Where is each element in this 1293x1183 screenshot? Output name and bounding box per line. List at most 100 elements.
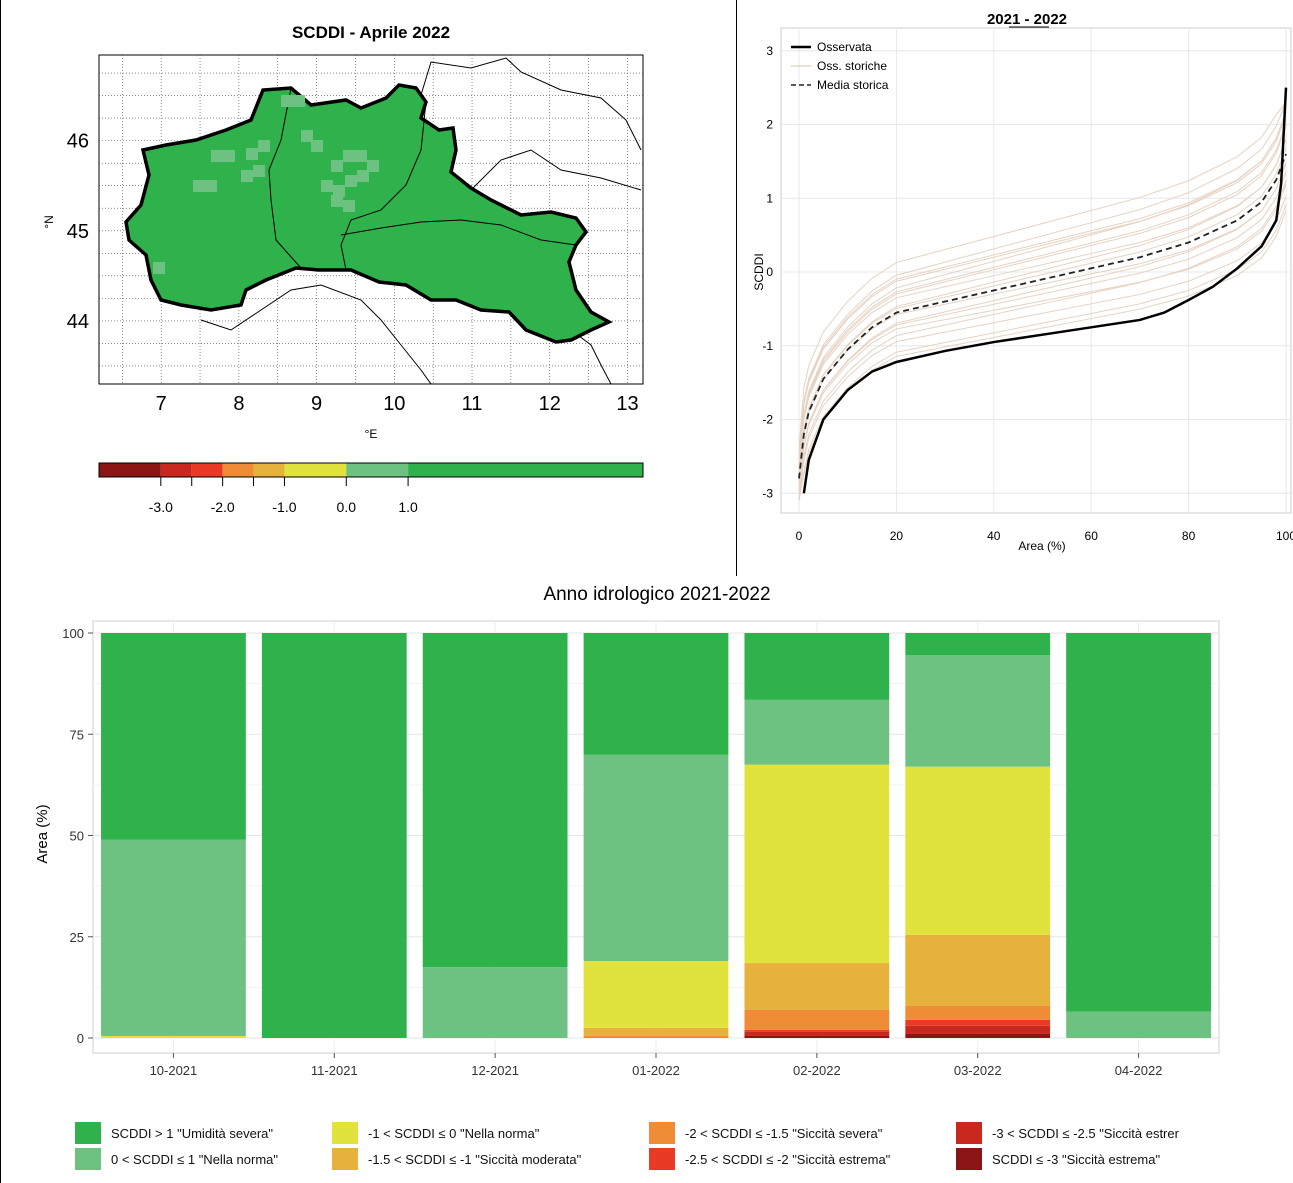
colorbar-tick-label: -3.0 — [149, 499, 173, 515]
curve-y-tick-label: 1 — [766, 191, 773, 205]
duration-curve-chart: 2021 - 2022 0 20 40 60 80 100 -3 -2 -1 0 1 2 3 Area… — [752, 11, 1293, 553]
map-figure: SCDDI - Aprile 2022 7 8 9 10 11 12 13 46 45 44 °… — [42, 23, 644, 515]
map-x-tick-label: 9 — [311, 393, 322, 415]
near-normal-cell — [343, 200, 355, 212]
bar-segment — [905, 1025, 1051, 1034]
curve-title: 2021 - 2022 — [987, 11, 1067, 28]
legend-item: SCDDI > 1 "Umidità severa" — [75, 1122, 273, 1144]
bars-y-tick-label: 100 — [62, 626, 84, 641]
legend-item: -1 < SCDDI ≤ 0 "Nella norma" — [332, 1122, 539, 1144]
map-x-tick-label: 13 — [616, 393, 638, 415]
bar-segment — [583, 961, 729, 1028]
legend-item: 0 < SCDDI ≤ 1 "Nella norma" — [75, 1148, 278, 1170]
curve-y-axis-label: SCDDI — [752, 253, 766, 290]
bars-x-tick-label: 01-2022 — [632, 1063, 680, 1078]
bars-x-ticks: 10-2021 11-2021 12-2021 01-2022 02-2022 03-20… — [150, 1053, 1163, 1078]
curve-y-ticks: -3 -2 -1 0 1 2 3 — [762, 44, 773, 501]
bar-segment — [261, 633, 407, 1038]
legend-label: 0 < SCDDI ≤ 1 "Nella norma" — [111, 1151, 279, 1167]
map-x-tick-label: 10 — [383, 393, 405, 415]
bars-title: Anno idrologico 2021-2022 — [543, 584, 770, 605]
historical-curve — [798, 184, 1287, 495]
near-normal-cell — [253, 165, 265, 177]
map-x-tick-label: 12 — [539, 393, 561, 415]
bar-segment — [422, 633, 568, 968]
colorbar-segment — [253, 463, 285, 477]
bars-x-tick-label: 04-2022 — [1115, 1063, 1163, 1078]
historical-curve — [798, 138, 1287, 470]
legend-swatch — [649, 1122, 675, 1144]
legend-observed-label: Osservata — [817, 40, 872, 54]
near-normal-patches — [153, 95, 379, 274]
bar-segment — [1066, 633, 1211, 1012]
bars-y-ticks: 0 25 50 75 100 — [62, 626, 93, 1046]
bar-segment — [744, 1009, 890, 1030]
legend-label: -2.5 < SCDDI ≤ -2 "Siccità estrema" — [685, 1151, 891, 1167]
curve-panel: 2021 - 2022 0 20 40 60 80 100 -3 -2 -1 0 1 2 3 Area… — [736, 0, 1293, 577]
near-normal-cell — [246, 148, 258, 160]
near-normal-cell — [321, 180, 333, 192]
near-normal-cell — [301, 130, 313, 142]
legend-swatch — [332, 1148, 358, 1170]
curve-y-tick-label: -2 — [762, 413, 773, 427]
historical-curve — [798, 195, 1287, 500]
bar-segment — [744, 963, 890, 1010]
map-panel: SCDDI - Aprile 2022 7 8 9 10 11 12 13 46 45 44 °… — [0, 0, 737, 577]
curve-x-tick-label: 40 — [987, 529, 1001, 543]
historical-curve — [798, 204, 1287, 501]
curve-plot-area — [780, 27, 1292, 514]
near-normal-cell — [241, 170, 253, 182]
legend-label: SCDDI > 1 "Umidità severa" — [111, 1125, 274, 1141]
bar-segment — [905, 655, 1051, 767]
near-normal-cell — [193, 180, 205, 192]
near-normal-cell — [311, 140, 323, 152]
bars-x-tick-label: 12-2021 — [471, 1063, 519, 1078]
bar-segment — [1066, 1011, 1211, 1038]
colorbar-segment — [99, 463, 161, 477]
curve-x-tick-label: 20 — [890, 529, 904, 543]
map-title: SCDDI - Aprile 2022 — [292, 23, 450, 42]
curve-x-tick-label: 0 — [796, 529, 803, 543]
legend-swatch — [649, 1148, 675, 1170]
mean-curve — [798, 153, 1287, 479]
map-y-tick-label: 44 — [67, 311, 89, 333]
near-normal-cell — [331, 195, 343, 207]
legend-label: -1 < SCDDI ≤ 0 "Nella norma" — [368, 1125, 540, 1141]
curve-x-tick-label: 80 — [1182, 529, 1196, 543]
bars-rects — [101, 633, 1211, 1038]
legend-item: -2 < SCDDI ≤ -1.5 "Siccità severa" — [649, 1122, 882, 1144]
colorbar-segment — [284, 463, 347, 477]
historical-curve — [798, 112, 1287, 460]
near-normal-cell — [331, 160, 343, 172]
near-normal-cell — [357, 170, 369, 182]
historical-curve — [798, 123, 1287, 464]
legend-item: SCDDI ≤ -3 "Siccità estrema" — [956, 1148, 1160, 1170]
bar-segment — [744, 764, 890, 964]
map-x-tick-label: 7 — [156, 393, 167, 415]
legend-item: -3 < SCDDI ≤ -2.5 "Siccità estrer — [956, 1122, 1179, 1144]
colorbar-segment — [222, 463, 254, 477]
curve-y-tick-label: 3 — [766, 44, 773, 58]
legend-swatch — [956, 1148, 982, 1170]
historical-curve — [798, 126, 1287, 466]
colorbar-tick-label: -2.0 — [211, 499, 235, 515]
bar-segment — [583, 1035, 729, 1038]
curve-y-tick-label: 2 — [766, 118, 773, 132]
historical-curve — [798, 162, 1287, 482]
curve-x-axis-label: Area (%) — [1018, 539, 1065, 553]
bar-segment — [744, 1035, 890, 1038]
colorbar-segment — [346, 463, 409, 477]
bars-y-tick-label: 0 — [77, 1031, 84, 1046]
bar-segment — [422, 967, 568, 1038]
near-normal-cell — [293, 95, 305, 107]
legend-label: -3 < SCDDI ≤ -2.5 "Siccità estrer — [992, 1125, 1179, 1141]
colorbar-segment — [408, 463, 643, 477]
bars-y-axis-label: Area (%) — [34, 804, 51, 863]
legend-historical-label: Oss. storiche — [817, 59, 887, 73]
historical-curve — [798, 180, 1287, 491]
historical-curve — [798, 115, 1287, 461]
bar-segment — [583, 1027, 729, 1036]
bar-segment — [101, 633, 246, 840]
colorbar-tick-label: 0.0 — [337, 499, 357, 515]
historical-curve — [798, 102, 1287, 452]
